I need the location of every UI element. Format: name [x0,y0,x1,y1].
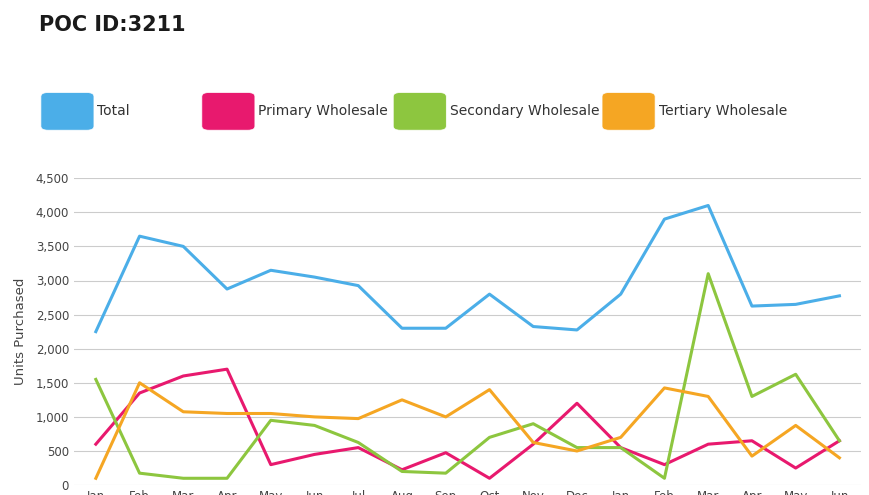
Text: POC ID:3211: POC ID:3211 [39,15,186,35]
Y-axis label: Units Purchased: Units Purchased [15,278,27,385]
Text: Total: Total [97,104,130,118]
Text: Tertiary Wholesale: Tertiary Wholesale [658,104,786,118]
Text: Primary Wholesale: Primary Wholesale [258,104,388,118]
Text: Secondary Wholesale: Secondary Wholesale [449,104,599,118]
